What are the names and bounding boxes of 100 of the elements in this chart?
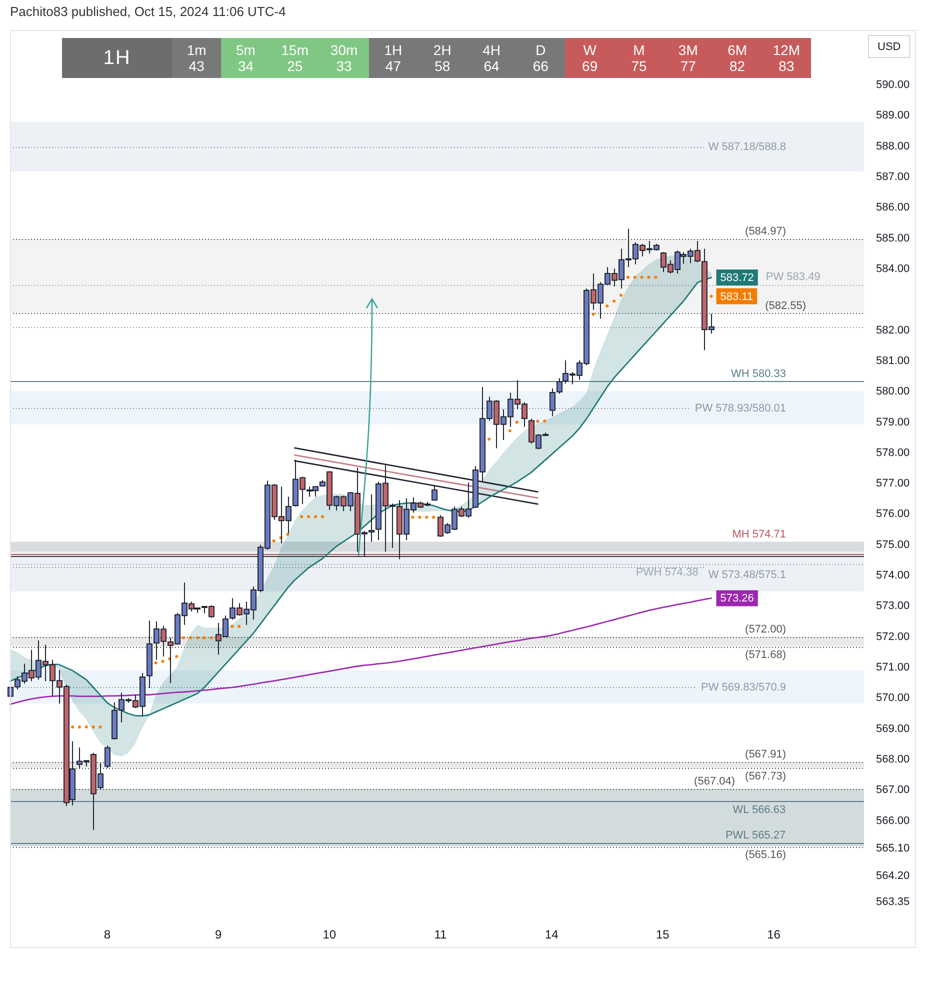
point [98, 725, 102, 728]
y-tick-label: 571.00 [876, 662, 910, 674]
y-tick-label: 567.00 [876, 784, 910, 796]
point [425, 516, 428, 519]
category-label: 4H [482, 42, 500, 58]
y-tick-label: 580.00 [876, 386, 910, 398]
point [92, 725, 95, 728]
point [536, 420, 540, 423]
point [543, 419, 546, 422]
point [633, 276, 636, 279]
point [210, 636, 213, 640]
y-tick-label: 568.00 [876, 753, 910, 766]
data-label: 75 [631, 58, 647, 74]
x-tick-label: 15 [656, 927, 670, 942]
y-tick-label: 588.00 [876, 140, 910, 152]
y-tick-label: 590.00 [876, 79, 910, 92]
ref-line-label: (567.91) [745, 748, 786, 761]
data-label: 64 [484, 58, 500, 74]
y-tick-label: 582.00 [876, 324, 910, 336]
data-label: 573.26 [720, 592, 754, 605]
ref-line-label: MH 574.71 [732, 528, 786, 540]
y-tick-label: 579.00 [876, 416, 910, 428]
data-label: 34 [238, 58, 254, 74]
y-tick-label: 578.00 [876, 446, 910, 459]
point [626, 276, 630, 279]
point [488, 438, 491, 441]
point [286, 532, 290, 536]
data-label: 25 [287, 58, 303, 74]
category-label: 1m [186, 42, 206, 58]
band-label: W 573.48/575.1 [708, 569, 786, 582]
point [84, 725, 88, 728]
ref-line-label: (582.55) [765, 300, 806, 312]
y-tick-label: 584.00 [876, 262, 910, 275]
ref-line-label: PWL 565.27 [725, 830, 786, 842]
data-label: 583.11 [720, 290, 754, 303]
point [196, 636, 199, 640]
data-label: 58 [434, 58, 450, 74]
point [182, 636, 186, 640]
point [592, 312, 595, 316]
y-axis-title: USD [877, 41, 901, 54]
category-label: 15m [281, 42, 308, 58]
y-tick-label: 574.00 [876, 570, 910, 582]
y-tick-label: 569.00 [876, 722, 910, 735]
y-tick-label: 565.10 [876, 842, 910, 854]
y-tick-label: 570.00 [876, 692, 910, 704]
ref-line-label: PW 583.49 [766, 271, 820, 284]
point [78, 725, 81, 728]
x-tick-label: 16 [767, 927, 781, 942]
ref-line-label: (572.00) [745, 623, 786, 636]
category-label: 12M [772, 42, 800, 58]
data-label: 69 [582, 58, 598, 74]
text: 1H [62, 38, 172, 78]
category-label: W [583, 42, 596, 58]
point [619, 294, 622, 297]
point [238, 624, 241, 628]
y-tick-label: 572.00 [876, 630, 910, 643]
point [654, 276, 658, 279]
y-tick-label: 566.00 [876, 814, 910, 827]
data-label: 83 [778, 58, 794, 74]
point [161, 660, 164, 663]
y-tick-label: 589.00 [876, 110, 910, 122]
y-tick-label: 585.00 [876, 232, 910, 244]
y-tick-label: 575.00 [876, 538, 910, 551]
band-label: W 587.18/588.8 [708, 141, 786, 154]
text: Pachito83 published, Oct 15, 2024 11:06 UTC-4 [10, 4, 286, 20]
point [606, 304, 609, 308]
ref-line-label: (567.04) [694, 775, 736, 788]
point [710, 294, 713, 298]
point [432, 516, 436, 519]
y-tick-label: 577.00 [876, 478, 910, 490]
category-label: D [536, 42, 546, 58]
ref-line-label: WH 580.33 [730, 368, 786, 380]
category-label: 3M [678, 42, 698, 58]
point [647, 276, 650, 279]
band-label: PW 569.83/570.9 [700, 681, 786, 694]
x-tick-label: 14 [544, 927, 559, 942]
y-tick-label: 587.00 [876, 171, 910, 183]
category-label: 5m [236, 42, 256, 58]
category-label: 1H [384, 42, 402, 58]
point [320, 515, 324, 518]
point [314, 515, 317, 518]
point [70, 725, 74, 728]
data-label: 77 [680, 58, 696, 74]
y-tick-label: 564.20 [876, 870, 910, 882]
point [411, 516, 414, 519]
point [154, 661, 158, 664]
point [307, 515, 310, 518]
x-tick-label: 9 [214, 927, 222, 942]
point [272, 539, 276, 542]
data-label: 66 [532, 58, 548, 74]
ref-line-label: (565.16) [745, 849, 786, 862]
x-tick-label: 8 [104, 927, 111, 942]
point [612, 300, 616, 303]
y-tick-label: 573.00 [876, 600, 910, 612]
x-tick-label: 11 [434, 927, 448, 942]
data-label: 47 [385, 58, 401, 74]
point [418, 516, 422, 519]
ref-line-label: (567.73) [745, 770, 786, 782]
ref-line-label: (584.97) [745, 226, 786, 238]
point [202, 636, 206, 640]
